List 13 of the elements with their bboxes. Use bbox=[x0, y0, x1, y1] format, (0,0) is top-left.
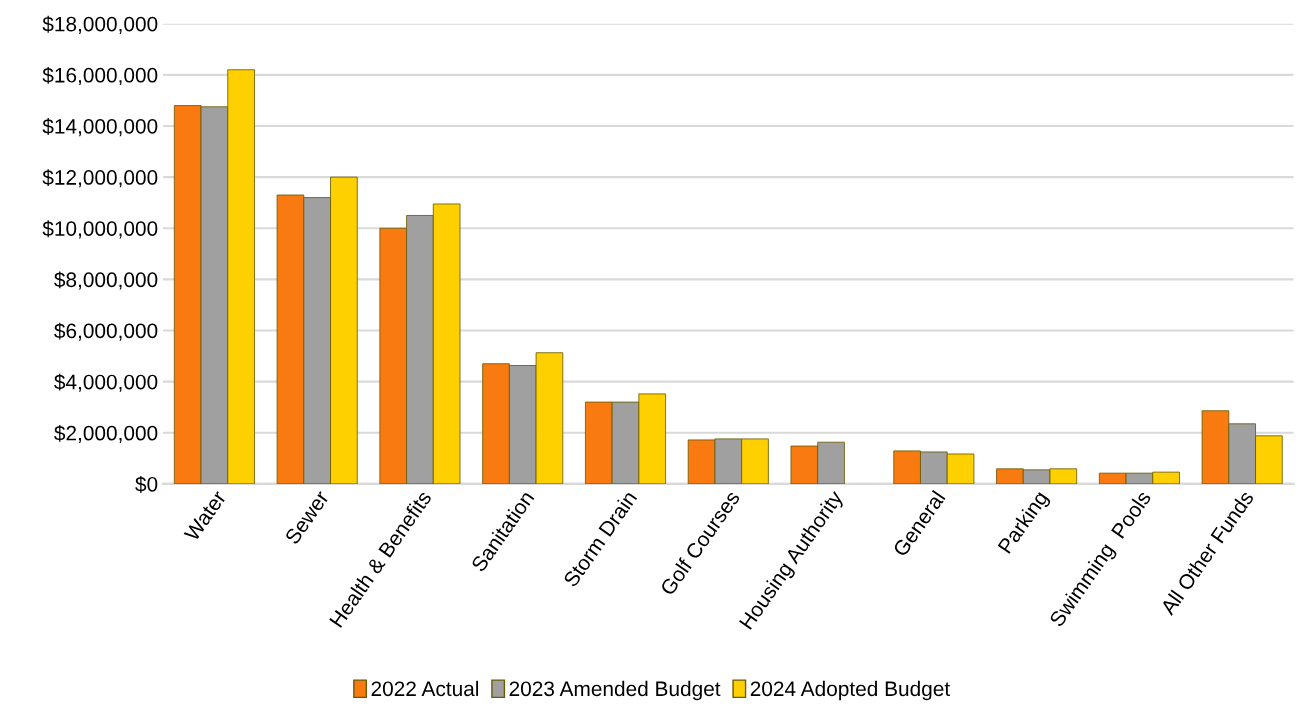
y-tick-label: $8,000,000 bbox=[54, 271, 158, 290]
y-tick-label: $10,000,000 bbox=[42, 220, 158, 239]
y-tick-label: $12,000,000 bbox=[42, 169, 158, 188]
y-tick-label: $18,000,000 bbox=[42, 15, 158, 34]
legend-label: 2023 Amended Budget bbox=[509, 680, 721, 701]
y-tick-label: $4,000,000 bbox=[54, 373, 158, 392]
y-tick-label: $14,000,000 bbox=[42, 118, 158, 137]
y-tick-label: $16,000,000 bbox=[42, 66, 158, 86]
y-tick-label: $2,000,000 bbox=[54, 424, 158, 443]
legend-label: 2022 Actual bbox=[371, 680, 479, 697]
y-tick-label: $6,000,000 bbox=[54, 322, 158, 341]
y-tick-label: $0 bbox=[135, 476, 158, 493]
legend-label: 2024 Adopted Budget bbox=[750, 680, 950, 701]
